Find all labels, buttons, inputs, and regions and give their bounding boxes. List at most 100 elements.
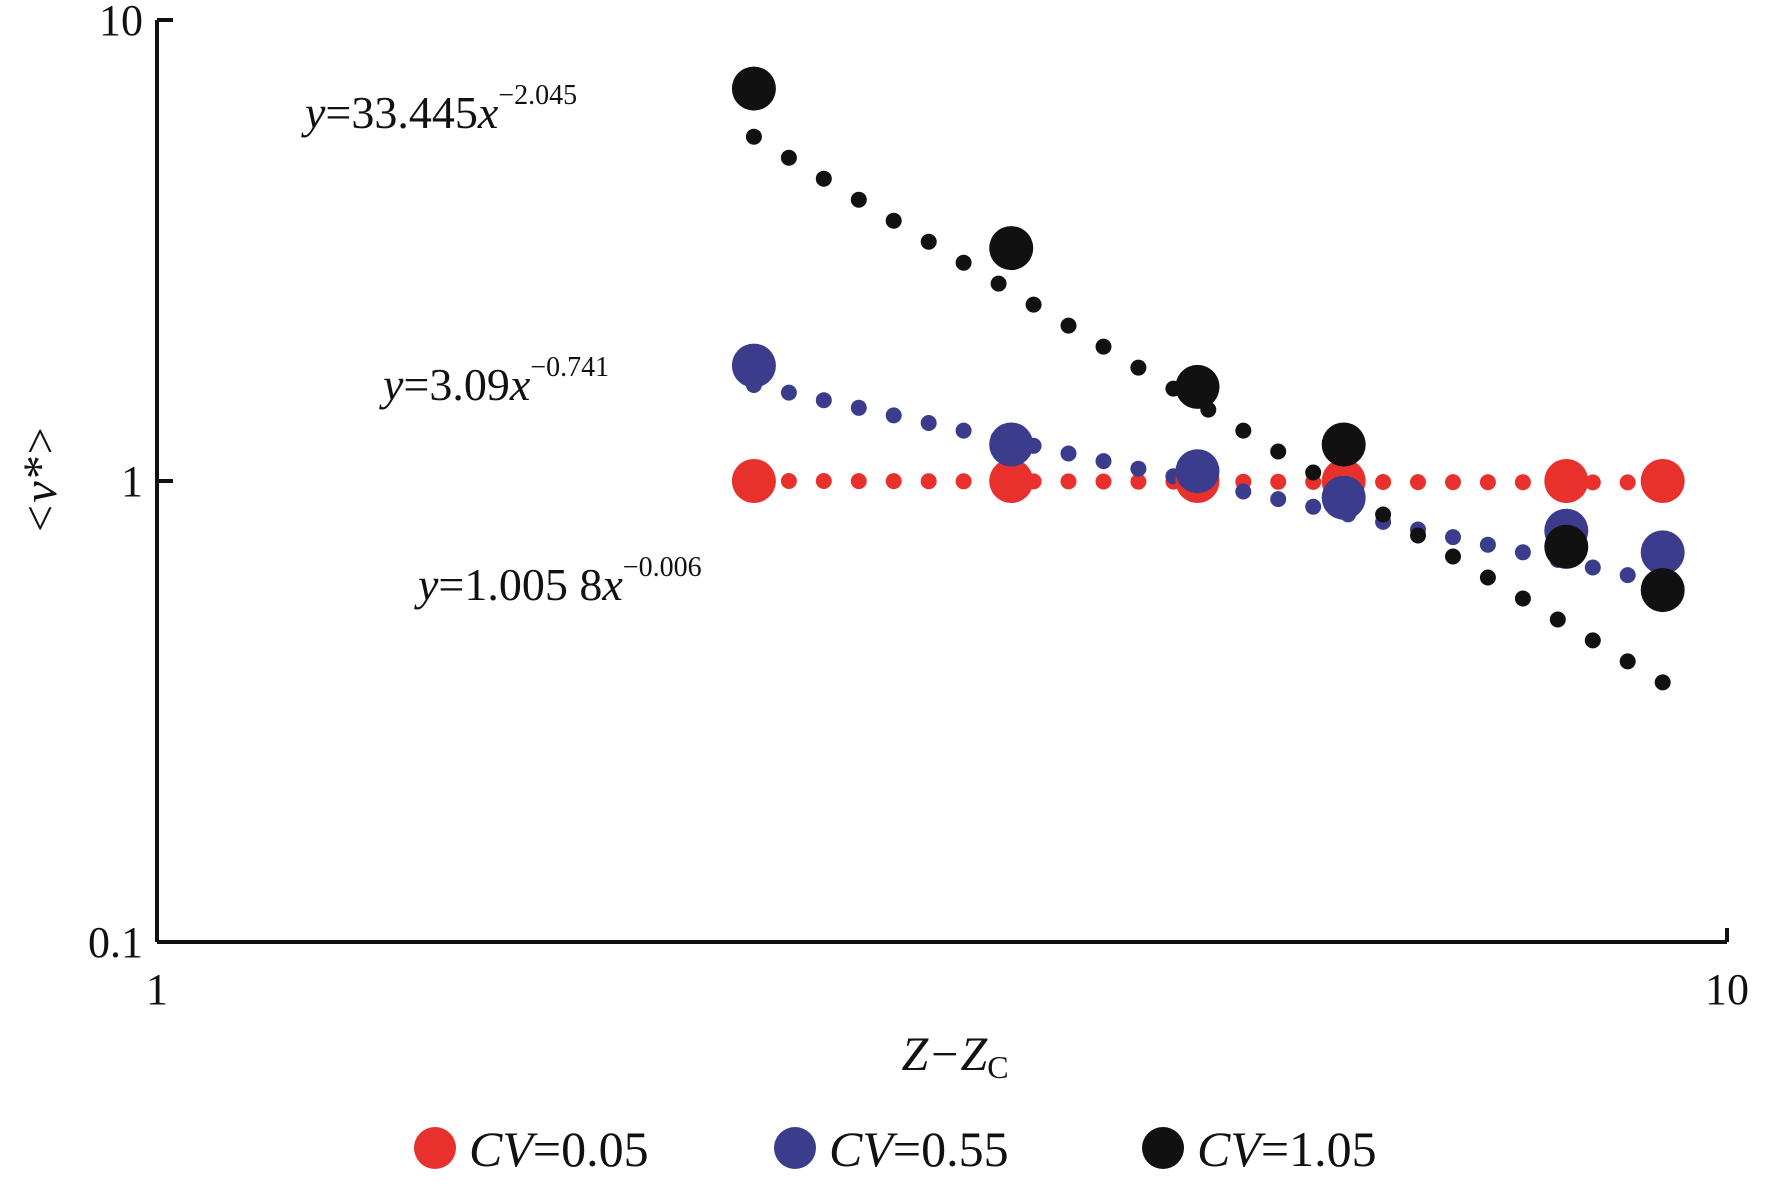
trendline-dot	[850, 473, 867, 490]
equation-coef: =33.445	[325, 87, 477, 138]
trendline-dot	[1410, 527, 1426, 544]
data-point	[1640, 459, 1685, 503]
trendline-dot	[1514, 544, 1531, 561]
equation-coef: =3.09	[403, 359, 509, 410]
trendline-dot	[1549, 611, 1566, 628]
trendline-dot	[1479, 569, 1496, 586]
trendline-dot	[780, 149, 797, 166]
trendline-dot	[1060, 473, 1077, 490]
trendline-dot	[1619, 567, 1636, 584]
legend-label: CV=0.55	[829, 1121, 1009, 1177]
trendline-dot	[1130, 359, 1147, 376]
trendline-dot	[1095, 338, 1112, 355]
fit-equation: y=33.445x−2.045	[301, 80, 577, 138]
trendline-dot	[1130, 460, 1147, 477]
data-point	[1175, 449, 1220, 494]
trendline-dot	[1584, 474, 1601, 491]
equation-x: x	[601, 559, 623, 610]
y-tick-label: 0.1	[88, 918, 143, 967]
y-tick-label: 1	[121, 457, 143, 506]
equation-exponent: −0.741	[530, 352, 609, 383]
trendline-dot	[1060, 317, 1077, 334]
legend-item: CV=1.05	[1142, 1121, 1377, 1177]
trendline-dot	[1270, 491, 1287, 508]
equation-exponent: −0.006	[623, 552, 702, 583]
trendline-dot	[1410, 474, 1426, 491]
trendline-dot	[1375, 506, 1392, 523]
legend-label: CV=1.05	[1197, 1121, 1377, 1177]
x-axis-title-sub: C	[987, 1049, 1008, 1085]
trendline-dot	[1375, 474, 1392, 490]
equation-y: y	[414, 559, 439, 610]
legend-var: CV	[829, 1121, 898, 1177]
trendline-dot	[1654, 674, 1671, 691]
legend: CV=0.05 CV=0.55 CV=1.05	[414, 1121, 1377, 1177]
trendline-dot	[850, 399, 867, 416]
data-point	[1640, 530, 1685, 575]
trendline-dot	[815, 170, 832, 187]
trendline-dot	[1445, 548, 1461, 565]
trendline-dot	[745, 128, 762, 145]
data-point	[1321, 422, 1366, 467]
trendline-dot	[1584, 632, 1601, 649]
y-tick-label: 10	[99, 0, 143, 45]
trendline-dot	[850, 191, 867, 208]
trendline-dot	[1060, 445, 1077, 462]
data-point	[989, 422, 1034, 467]
legend-item: CV=0.05	[414, 1121, 649, 1177]
trendline-dot	[920, 415, 937, 431]
trendline-dot	[1619, 474, 1636, 491]
equation-coef: =1.005 8	[438, 559, 602, 610]
trendline-dot	[1235, 483, 1252, 500]
data-point	[1544, 459, 1589, 503]
trendline-dot	[1305, 498, 1322, 515]
trendline-dot	[1584, 559, 1601, 576]
axes	[155, 18, 1729, 944]
legend-value: =0.55	[893, 1121, 1009, 1177]
x-axis-title: Z−ZC	[901, 1028, 1008, 1085]
trendline-dot	[990, 275, 1007, 292]
data-point	[1640, 568, 1685, 613]
legend-value: =1.05	[1261, 1121, 1377, 1177]
trendline-dot	[1479, 536, 1496, 553]
data-point	[989, 226, 1034, 271]
data-point	[731, 66, 776, 111]
legend-label: CV=0.05	[469, 1121, 649, 1177]
trendline-dot	[1130, 473, 1147, 490]
trendline-dot	[1270, 473, 1287, 490]
trendline-dot	[1445, 529, 1461, 546]
data-point	[1321, 475, 1366, 520]
fit-lines	[745, 128, 1671, 691]
trendline-dot	[955, 254, 972, 271]
x-tick-label: 1	[146, 965, 168, 1014]
trendline-dot	[1619, 653, 1636, 670]
legend-swatch	[414, 1127, 456, 1169]
x-axis-title-main: Z−Z	[901, 1028, 988, 1081]
trendline-dot	[1270, 443, 1287, 460]
x-tick-label: 10	[1705, 965, 1749, 1014]
trendline-dot	[780, 384, 797, 401]
trendline-dot	[885, 407, 902, 424]
fit-equation: y=1.005 8x−0.006	[414, 552, 702, 610]
legend-swatch	[774, 1127, 816, 1169]
trendline-dot	[1305, 464, 1322, 481]
trendline-dot	[920, 473, 937, 490]
trendline-dot	[885, 473, 902, 490]
legend-swatch	[1142, 1127, 1184, 1169]
trendline-dot	[1479, 474, 1496, 491]
trendline-dot	[1514, 474, 1531, 491]
equation-y: y	[301, 87, 326, 138]
y-axis-title: <v*>	[14, 425, 67, 535]
trendline-dot	[1235, 422, 1252, 439]
equation-x: x	[477, 87, 499, 138]
data-markers	[731, 66, 1685, 613]
data-point	[989, 459, 1034, 503]
equation-exponent: −2.045	[498, 80, 577, 111]
trendline-dot	[885, 212, 902, 229]
trendline-dot	[1095, 453, 1112, 470]
trendline-dot	[1445, 474, 1461, 491]
legend-value: =0.05	[533, 1121, 649, 1177]
data-point	[1544, 524, 1589, 569]
